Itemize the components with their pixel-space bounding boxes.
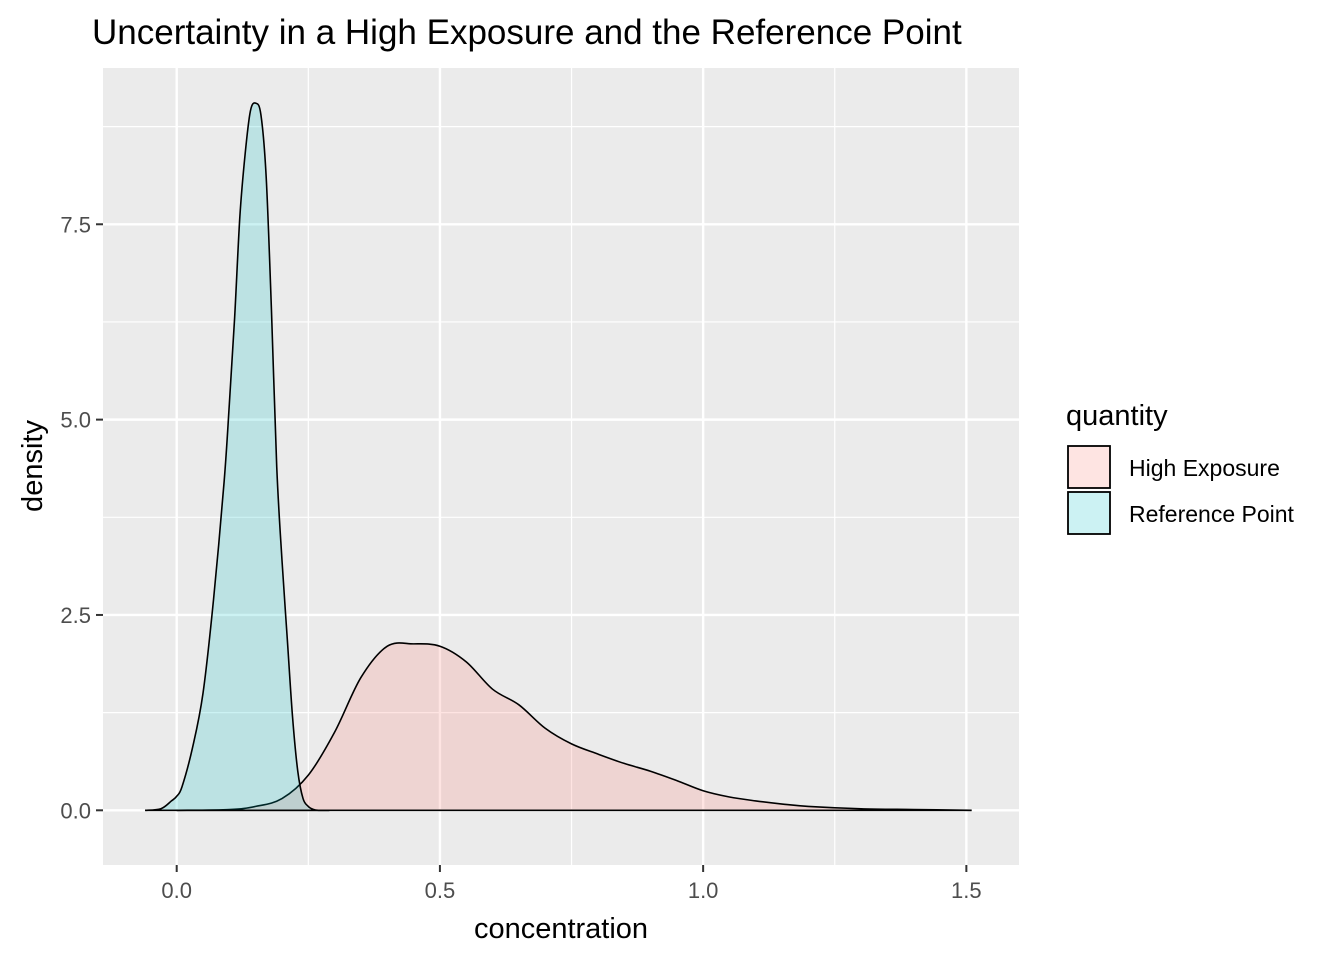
legend-label-high-exposure: High Exposure <box>1129 455 1280 481</box>
x-tick-label: 1.0 <box>688 878 719 903</box>
density-areas <box>145 102 972 812</box>
reference-point-area <box>145 102 330 811</box>
high-exposure-density-line <box>176 642 972 812</box>
legend-title: quantity <box>1066 400 1168 432</box>
plot-panel <box>103 68 1019 865</box>
legend-key-background <box>1068 446 1110 488</box>
legend-key-background <box>1068 492 1110 534</box>
legend: quantity High Exposure Reference Point <box>1066 400 1295 535</box>
y-axis-ticks: 0.0 2.5 5.0 7.5 <box>60 212 103 823</box>
x-tick-label: 0.5 <box>425 878 456 903</box>
y-tick-label: 5.0 <box>60 408 91 433</box>
x-axis-title: concentration <box>474 913 648 945</box>
y-tick-label: 2.5 <box>60 603 91 628</box>
x-axis-ticks: 0.0 0.5 1.0 1.5 <box>161 865 982 903</box>
reference-point-density-line <box>145 102 330 812</box>
legend-key-high-exposure <box>1067 445 1111 489</box>
y-axis-title: density <box>17 420 49 512</box>
high-exposure-area <box>176 642 972 811</box>
minor-gridlines <box>103 68 1019 865</box>
x-tick-label: 0.0 <box>161 878 192 903</box>
chart-title: Uncertainty in a High Exposure and the R… <box>92 13 962 52</box>
y-tick-label: 0.0 <box>60 798 91 823</box>
y-tick-label: 7.5 <box>60 212 91 237</box>
legend-key-reference-point <box>1067 491 1111 535</box>
x-tick-label: 1.5 <box>951 878 982 903</box>
legend-label-reference-point: Reference Point <box>1129 501 1295 527</box>
